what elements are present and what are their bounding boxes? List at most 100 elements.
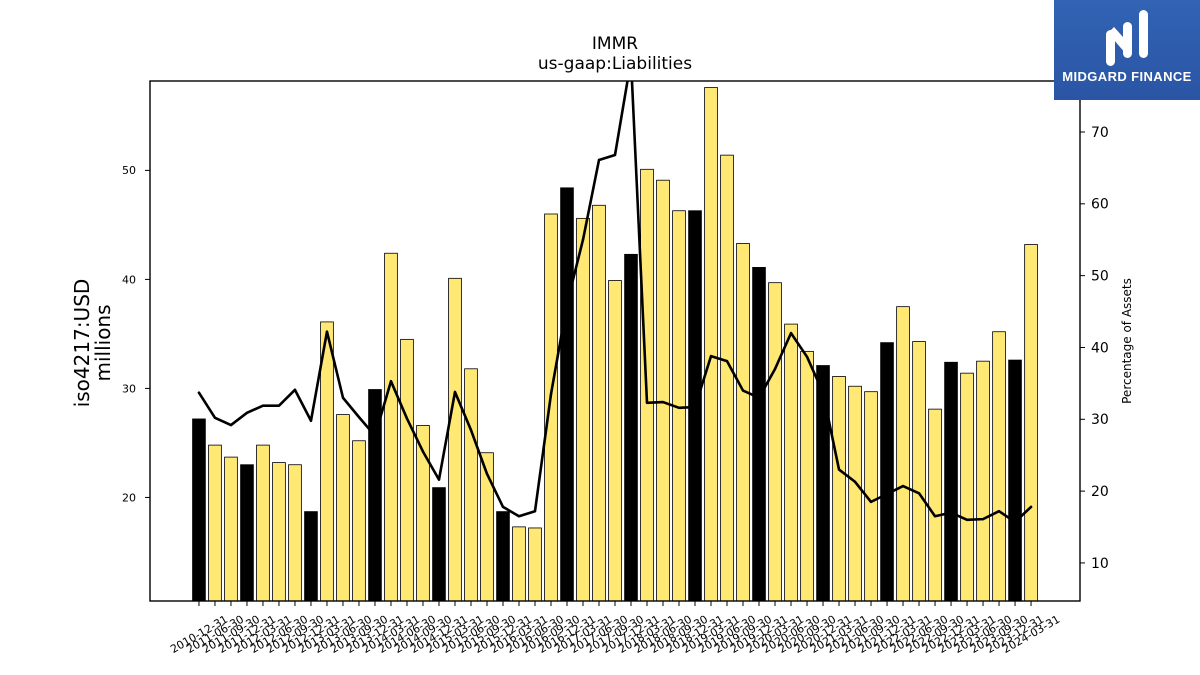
y2-axis-label: Percentage of Assets	[1120, 278, 1134, 404]
brand-name: MIDGARD FINANCE	[1062, 69, 1192, 84]
line-series	[197, 81, 1033, 524]
year-end-bar	[496, 511, 510, 601]
y2-tick-label: 50	[1091, 269, 1109, 285]
y-axis-label-line-1: iso4217:USD	[70, 279, 94, 408]
line-point	[325, 330, 329, 333]
bar	[992, 331, 1006, 601]
line-point	[581, 238, 585, 241]
midgard-finance-logo-icon	[1106, 10, 1148, 66]
y2-tick-label: 30	[1091, 412, 1109, 428]
line-point	[293, 388, 297, 392]
line-point	[725, 359, 729, 363]
line-point	[197, 391, 201, 394]
line-point	[741, 389, 745, 392]
line-point	[837, 468, 841, 471]
bar	[464, 368, 478, 601]
bar	[720, 154, 734, 601]
line-point	[373, 434, 377, 438]
bar	[896, 306, 910, 601]
bar	[320, 321, 334, 601]
line-point	[757, 396, 761, 399]
bar	[800, 350, 814, 601]
line-point	[469, 428, 473, 432]
bar	[832, 376, 846, 601]
bar	[736, 243, 750, 601]
bar	[576, 217, 590, 601]
line-point	[1029, 505, 1033, 509]
line-point	[789, 331, 793, 335]
y-axis-right: 10 20 30 40 50 60 70	[1080, 125, 1109, 572]
line-point	[517, 515, 521, 518]
line-point	[821, 391, 825, 394]
bar	[224, 456, 238, 601]
line-point	[213, 416, 217, 420]
line-point	[229, 423, 233, 427]
bar	[352, 440, 366, 601]
line-point	[693, 405, 697, 409]
year-end-bar	[432, 487, 446, 601]
y-tick-label: 20	[122, 491, 136, 504]
y2-tick-label: 70	[1091, 125, 1109, 141]
bar	[848, 385, 862, 601]
y2-tick-label: 40	[1091, 340, 1109, 356]
bar	[544, 213, 558, 601]
bar	[256, 444, 270, 601]
bar	[384, 252, 398, 601]
y2-tick-label: 20	[1091, 484, 1109, 500]
bar	[288, 464, 302, 601]
bar	[416, 425, 430, 601]
bar	[608, 280, 622, 601]
year-end-bar	[752, 267, 766, 601]
line-point	[453, 390, 457, 394]
line-point	[421, 450, 425, 453]
bar	[784, 323, 798, 601]
year-end-bar	[1008, 359, 1022, 601]
bar	[272, 462, 286, 601]
line-point	[917, 492, 921, 495]
bar	[528, 527, 542, 601]
year-end-bar	[624, 253, 638, 601]
bar	[448, 277, 462, 601]
line-point	[437, 478, 441, 481]
bar	[960, 372, 974, 601]
line-point	[549, 392, 553, 396]
bar	[512, 526, 526, 601]
line-point	[773, 367, 777, 371]
line-point	[613, 153, 617, 157]
year-end-bar	[944, 361, 958, 601]
line-point	[709, 354, 713, 358]
line-point	[677, 406, 681, 409]
line-point	[885, 492, 889, 496]
chart-subtitle: us-gaap:Liabilities	[538, 54, 692, 74]
line-point	[341, 396, 345, 399]
bar	[480, 452, 494, 601]
bar	[656, 179, 670, 601]
bar	[592, 204, 606, 601]
bar	[768, 282, 782, 601]
line-point	[277, 404, 281, 407]
line-point	[869, 500, 873, 504]
year-end-bar	[560, 187, 574, 601]
line-point	[853, 480, 857, 483]
year-end-bar	[240, 464, 254, 601]
x-axis: 2010-12-312011-06-302011-09-302011-12-31…	[168, 601, 1062, 656]
year-end-bar	[816, 365, 830, 601]
line-point	[997, 510, 1001, 513]
bar	[912, 341, 926, 601]
line-point	[501, 505, 505, 509]
year-end-bar	[368, 389, 382, 601]
bar	[400, 338, 414, 601]
bar	[704, 87, 718, 601]
line-point	[405, 417, 409, 420]
line-point	[565, 302, 569, 305]
line-point	[389, 380, 393, 383]
chart-title: IMMR	[592, 34, 638, 54]
bar	[208, 444, 222, 601]
bar	[1024, 244, 1038, 601]
line-point	[805, 355, 809, 358]
brand-logo: MIDGARD FINANCE	[1054, 0, 1200, 100]
y-axis-left: 20 30 40 50	[122, 164, 150, 504]
bar	[976, 360, 990, 601]
y-tick-label: 40	[122, 273, 136, 286]
